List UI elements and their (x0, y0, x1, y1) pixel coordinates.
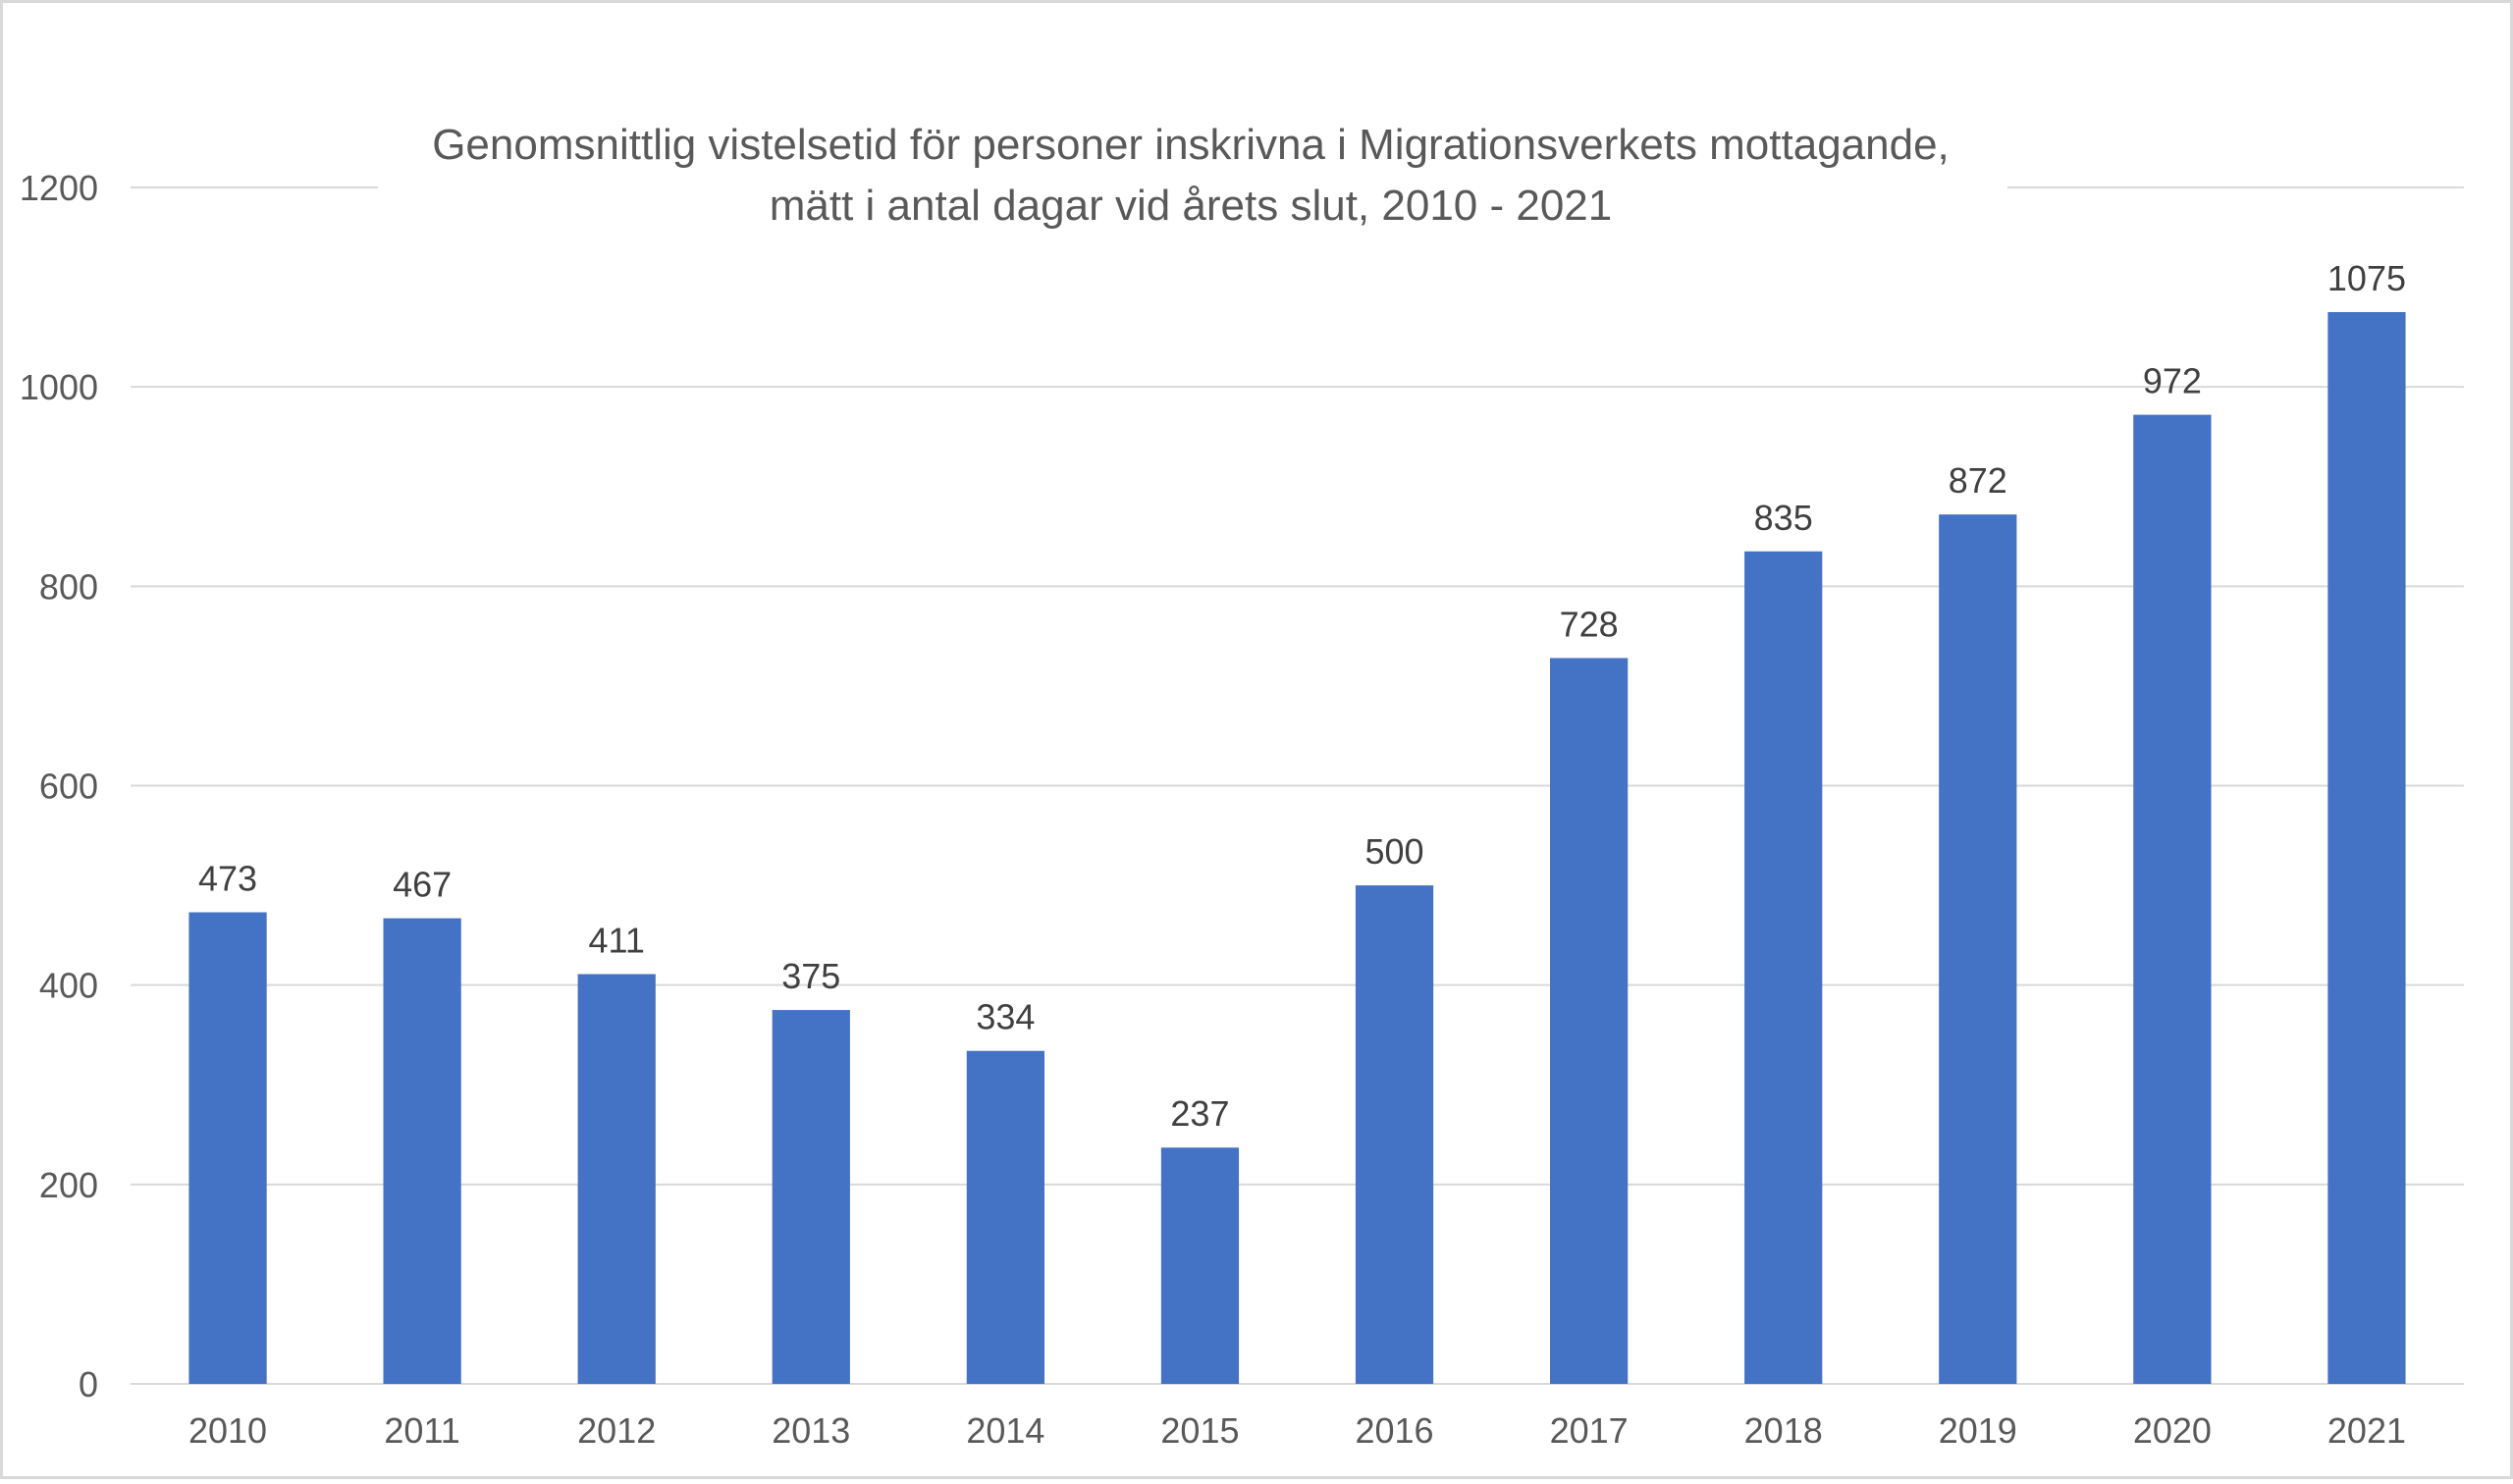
x-tick-label-2015: 2015 (1160, 1410, 1239, 1451)
data-label-2014: 334 (976, 997, 1035, 1037)
y-tick-label: 600 (39, 767, 98, 807)
data-label-2019: 872 (1949, 460, 2007, 501)
y-tick-label: 400 (39, 966, 98, 1006)
bar-2021 (2327, 311, 2406, 1385)
data-label-2011: 467 (393, 865, 452, 905)
x-tick-label-2020: 2020 (2133, 1410, 2212, 1451)
x-tick-label-2013: 2013 (772, 1410, 850, 1451)
chart-title-line-2: mätt i antal dagar vid årets slut, 2010 … (770, 182, 1613, 230)
x-tick-label-2018: 2018 (1744, 1410, 1823, 1451)
bar-2010 (188, 912, 267, 1384)
x-tick-label-2016: 2016 (1355, 1410, 1433, 1451)
x-tick-label-2010: 2010 (188, 1410, 267, 1451)
data-label-2018: 835 (1754, 498, 1813, 538)
data-label-2020: 972 (2143, 361, 2202, 401)
data-label-2016: 500 (1365, 831, 1424, 872)
bar-2020 (2133, 414, 2212, 1384)
x-axis-tick-labels: 2010 2011 2012 2013 2014 2015 2016 2017 2018 2019… (188, 1410, 2406, 1451)
chart-title-line-1: Genomsnittlig vistelsetid för personer i… (432, 121, 1950, 169)
y-tick-label: 200 (39, 1165, 98, 1205)
bars (188, 311, 2406, 1385)
bar-2011 (383, 918, 461, 1384)
x-tick-label-2019: 2019 (1939, 1410, 2017, 1451)
y-tick-label: 1000 (20, 367, 98, 407)
data-label-2021: 1075 (2327, 258, 2406, 298)
x-tick-label-2012: 2012 (577, 1410, 656, 1451)
x-tick-label-2011: 2011 (384, 1410, 459, 1451)
y-tick-label: 0 (79, 1364, 98, 1404)
bar-2019 (1939, 514, 2017, 1384)
x-tick-label-2021: 2021 (2327, 1410, 2406, 1451)
y-axis-tick-labels: 0 200 400 600 800 1000 1200 (20, 168, 98, 1404)
y-tick-label: 800 (39, 566, 98, 607)
chart-title: Genomsnittlig vistelsetid för personer i… (378, 118, 2007, 241)
title-background (378, 118, 2007, 241)
bar-2018 (1744, 551, 1823, 1384)
data-label-2012: 411 (589, 920, 645, 960)
gridlines (131, 186, 2464, 1385)
data-label-2010: 473 (198, 859, 257, 899)
data-label-2013: 375 (781, 956, 840, 996)
bar-2013 (772, 1010, 850, 1384)
bar-2014 (966, 1050, 1044, 1384)
x-tick-label-2014: 2014 (966, 1410, 1044, 1451)
data-labels: 473 467 411 375 334 237 500 728 835 872 972 1075 (198, 258, 2406, 1134)
bar-2015 (1160, 1147, 1240, 1384)
bar-2017 (1550, 658, 1629, 1384)
bar-2016 (1355, 885, 1434, 1384)
bar-2012 (577, 974, 656, 1384)
x-tick-label-2017: 2017 (1550, 1410, 1629, 1451)
y-tick-label: 1200 (20, 168, 98, 208)
data-label-2015: 237 (1170, 1093, 1229, 1134)
data-label-2017: 728 (1560, 604, 1619, 644)
